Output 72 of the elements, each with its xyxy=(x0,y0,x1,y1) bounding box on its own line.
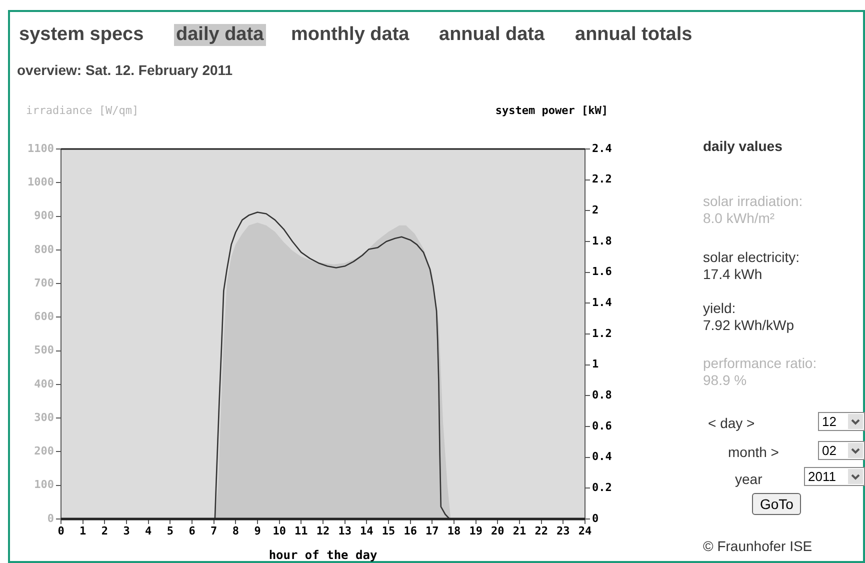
text: 12 xyxy=(822,414,836,429)
x-tick-label: 11 xyxy=(294,524,308,538)
x-tick-label: 9 xyxy=(254,524,261,538)
text: month > xyxy=(728,444,779,461)
x-tick-label: 22 xyxy=(534,524,548,538)
y2-tick-label: 0.6 xyxy=(592,419,612,432)
chart-title: overview: Sat. 12. February 2011 xyxy=(17,62,233,78)
x-tick-label: 2 xyxy=(101,524,108,538)
text: performance ratio: 98.9 % xyxy=(703,355,817,389)
y2-tick-label: 2 xyxy=(592,204,599,217)
y2-tick-label: 1.6 xyxy=(592,265,612,278)
y2-tick-label: 0.4 xyxy=(592,450,612,464)
y2-tick-label: 0 xyxy=(592,512,599,525)
y2-tick-label: 0.2 xyxy=(592,481,612,494)
text: 2011 xyxy=(808,469,836,484)
text: 02 xyxy=(822,443,836,458)
text: solar irradiation: 8.0 kWh/m² xyxy=(703,193,803,227)
y-tick-label: 800 xyxy=(34,242,54,256)
text: monthly data xyxy=(290,24,410,46)
x-tick-label: 12 xyxy=(316,524,330,538)
y2-tick-label: 2.2 xyxy=(592,172,612,186)
x-tick-label: 0 xyxy=(58,524,64,538)
text: annual totals xyxy=(574,24,694,46)
text: < day > xyxy=(708,415,755,432)
x-tick-label: 15 xyxy=(382,524,396,538)
y-tick-label: 700 xyxy=(34,276,54,290)
x-tick-label: 13 xyxy=(338,524,352,538)
y-tick-label: 400 xyxy=(34,377,54,390)
text: system specs xyxy=(18,24,145,46)
x-tick-label: 21 xyxy=(512,524,526,538)
x-tick-label: 10 xyxy=(272,524,286,538)
y-tick-label: 1000 xyxy=(28,175,54,188)
text: annual data xyxy=(438,24,546,46)
x-tick-label: 7 xyxy=(210,524,218,538)
y-tick-label: 500 xyxy=(34,344,54,357)
y-tick-label: 900 xyxy=(34,209,54,222)
x-tick-label: 5 xyxy=(166,524,174,538)
x-tick-label: 4 xyxy=(145,524,152,538)
y2-tick-label: 1.2 xyxy=(592,326,612,340)
text: solar electricity: 17.4 kWh xyxy=(703,249,800,283)
text: daily data xyxy=(174,24,266,46)
y-tick-label: 1100 xyxy=(28,142,54,155)
x-tick-label: 17 xyxy=(426,524,439,538)
text: © Fraunhofer ISE xyxy=(703,538,812,555)
y-tick-label: 300 xyxy=(34,410,54,424)
y2-axis-title: system power [kW] xyxy=(495,104,608,117)
x-tick-label: 8 xyxy=(232,524,239,538)
x-tick-label: 1 xyxy=(80,524,87,538)
x-tick-label: 24 xyxy=(578,524,592,538)
text: GoTo xyxy=(752,493,802,515)
y2-tick-label: 1 xyxy=(592,358,599,371)
y2-tick-label: 2.4 xyxy=(592,142,612,155)
x-tick-label: 3 xyxy=(123,524,130,538)
text: yield: 7.92 kWh/kWp xyxy=(703,300,794,334)
y-tick-label: 100 xyxy=(34,478,54,492)
y2-tick-label: 1.4 xyxy=(592,296,612,310)
x-tick-label: 23 xyxy=(556,524,570,538)
text: year xyxy=(735,471,762,488)
x-tick-label: 18 xyxy=(447,524,461,538)
x-axis-title: hour of the day xyxy=(268,548,378,562)
x-tick-label: 19 xyxy=(469,524,482,538)
y-tick-label: 200 xyxy=(34,444,54,458)
x-tick-label: 16 xyxy=(404,524,418,538)
x-tick-label: 20 xyxy=(491,524,504,538)
x-tick-label: 6 xyxy=(188,524,196,538)
text: daily values xyxy=(703,138,782,155)
y2-tick-label: 1.8 xyxy=(592,234,612,248)
y-tick-label: 600 xyxy=(34,310,54,324)
y-axis-title: irradiance [W/qm] xyxy=(26,104,139,117)
x-tick-label: 14 xyxy=(360,524,374,538)
y-tick-label: 0 xyxy=(47,512,54,525)
y2-tick-label: 0.8 xyxy=(592,388,612,402)
